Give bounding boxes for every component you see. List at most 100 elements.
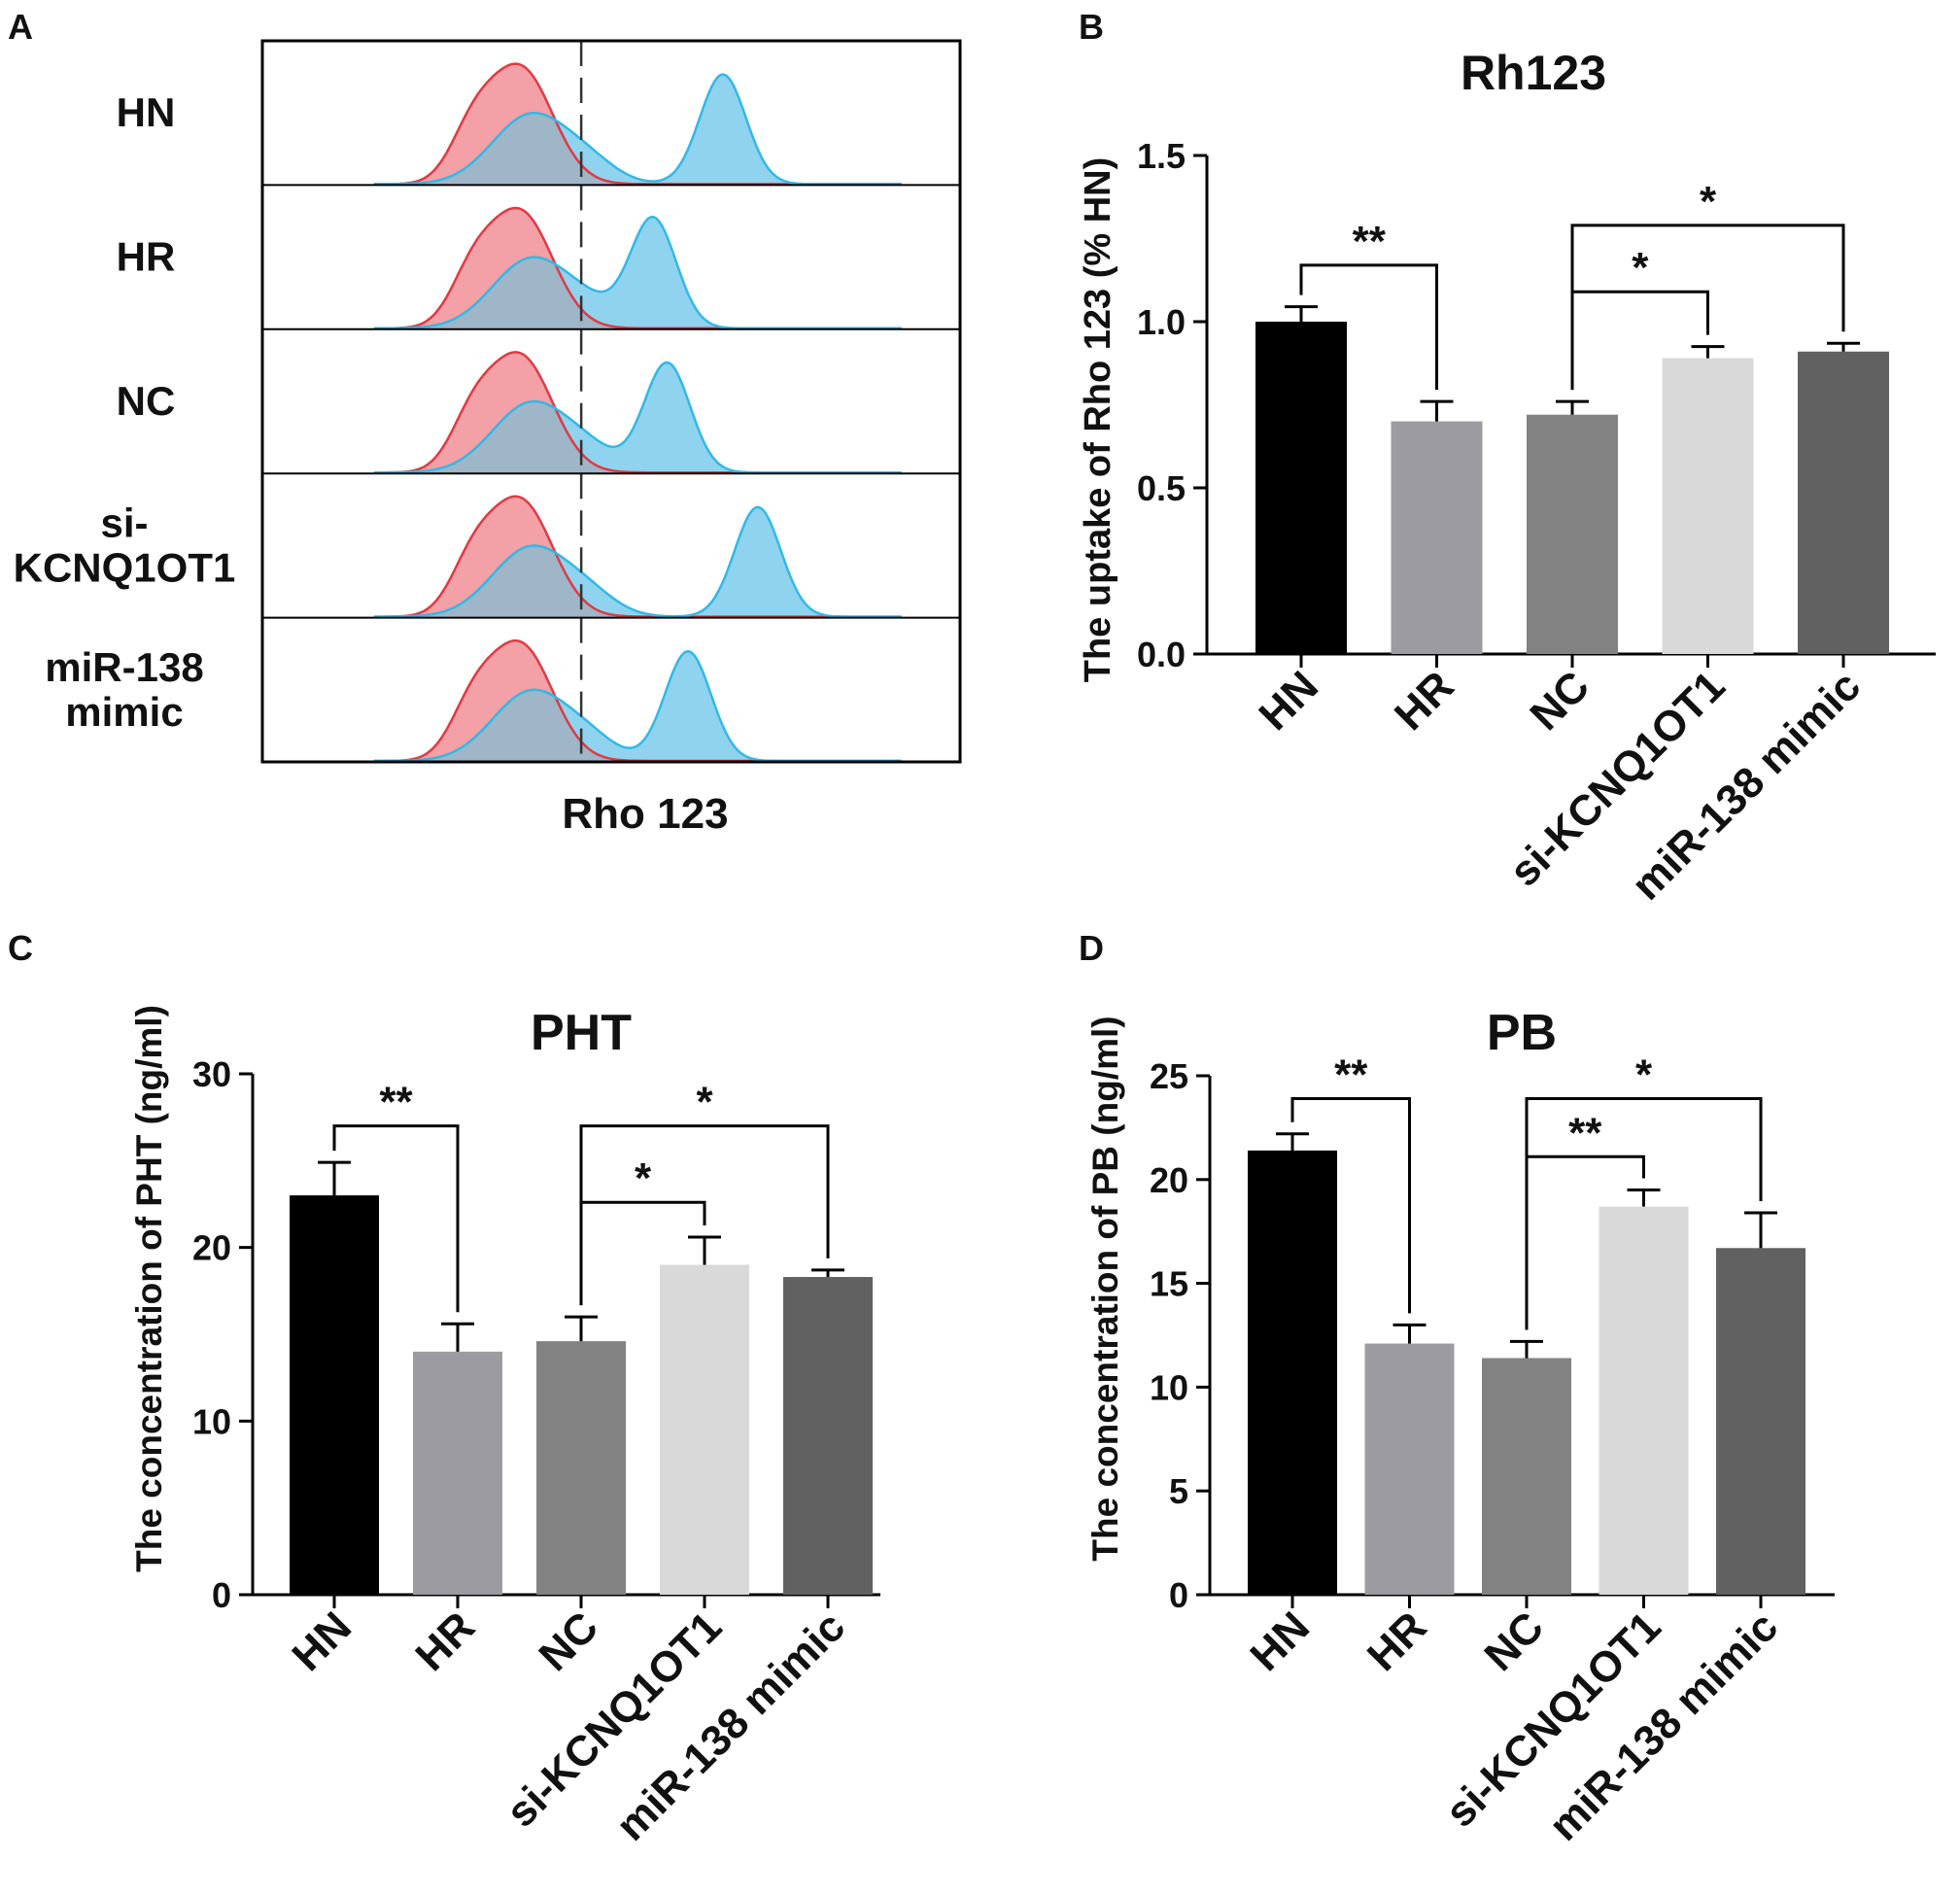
y-tick-label: 20 <box>1150 1160 1188 1200</box>
panel-c-title: PHT <box>531 1005 632 1061</box>
y-tick-label: 1.0 <box>1137 302 1186 342</box>
red-histogram-fill <box>373 63 905 185</box>
x-tick-label: HR <box>1386 662 1463 740</box>
panel-b-ylabel: The uptake of Rho 123 (% HN) <box>1078 157 1118 683</box>
significance-bracket <box>1570 224 1845 391</box>
row-label: NC <box>117 378 176 424</box>
x-tick-label: HR <box>406 1602 484 1680</box>
y-tick-label: 5 <box>1169 1471 1188 1511</box>
x-tick-label: NC <box>1475 1602 1553 1680</box>
x-tick-label: si-KCNQ1OT1 <box>498 1602 731 1836</box>
histogram-row: si-KCNQ1OT1 <box>14 472 960 618</box>
row-label: miR-138 <box>45 644 203 690</box>
x-tick-label: NC <box>530 1602 607 1680</box>
bar <box>1248 1150 1337 1595</box>
significance-bracket <box>579 1124 830 1306</box>
histogram-row: HR <box>117 184 960 330</box>
x-tick-label: miR-138 mimic <box>607 1602 854 1849</box>
bar <box>1662 358 1754 654</box>
bar <box>1482 1358 1571 1595</box>
bar <box>1716 1248 1805 1595</box>
red-histogram-fill <box>373 640 905 761</box>
significance-bracket <box>332 1124 460 1313</box>
y-tick-label: 0.0 <box>1137 635 1186 674</box>
histogram-row: NC <box>117 327 960 474</box>
significance-bracket <box>1525 1097 1763 1330</box>
histogram-frame <box>260 39 962 764</box>
bar <box>783 1277 873 1595</box>
x-tick-label: HN <box>1241 1602 1319 1680</box>
significance-label: ** <box>1334 1051 1368 1098</box>
blue-histogram-line <box>373 505 902 618</box>
bar <box>1527 414 1618 654</box>
panel-d-chart: D PB The concentration of PB (ng/ml) 0 5 1… <box>1079 928 1835 1850</box>
bar <box>536 1341 626 1595</box>
x-tick-label: NC <box>1521 662 1599 740</box>
significance-label: * <box>1632 244 1649 292</box>
overlap-fill <box>373 689 905 761</box>
significance-label: * <box>635 1154 652 1202</box>
blue-histogram-line <box>373 73 902 186</box>
x-tick-label: si-KCNQ1OT1 <box>1436 1602 1669 1836</box>
panel-c-chart: C PHT The concentration of PHT (ng/ml) 0… <box>8 928 880 1850</box>
bar <box>290 1195 379 1595</box>
significance-label: * <box>1700 178 1717 225</box>
significance-label: ** <box>1568 1109 1602 1156</box>
red-histogram-fill <box>373 496 905 617</box>
row-label: mimic <box>65 689 183 735</box>
row-label: HR <box>117 234 176 280</box>
bar <box>660 1264 749 1595</box>
bar <box>1255 322 1347 654</box>
bar <box>1599 1206 1689 1595</box>
row-label: KCNQ1OT1 <box>14 544 236 590</box>
panel-d-letter: D <box>1079 928 1104 968</box>
bar <box>1364 1343 1455 1595</box>
panel-b-chart: B Rh123 The uptake of Rho 123 (% HN) 0.0… <box>1078 7 1936 910</box>
significance-label: ** <box>1353 218 1387 265</box>
y-tick-label: 0 <box>1169 1575 1188 1615</box>
bar <box>1798 351 1889 654</box>
significance-label: ** <box>379 1079 413 1126</box>
y-tick-label: 0 <box>212 1575 231 1615</box>
row-label: si- <box>100 500 148 545</box>
x-tick-label: HN <box>1250 662 1327 740</box>
overlap-fill <box>373 113 905 185</box>
y-tick-label: 10 <box>1150 1367 1188 1407</box>
panel-d-ylabel: The concentration of PB (ng/ml) <box>1085 1016 1125 1561</box>
y-tick-label: 20 <box>192 1228 231 1268</box>
significance-label: * <box>1635 1051 1653 1098</box>
panel-c-letter: C <box>8 928 33 968</box>
y-tick-label: 15 <box>1150 1264 1188 1304</box>
overlap-fill <box>373 401 905 473</box>
y-tick-label: 0.5 <box>1137 468 1186 508</box>
significance-label: * <box>696 1079 713 1126</box>
y-tick-label: 1.5 <box>1137 136 1186 176</box>
panel-a-letter: A <box>8 7 33 47</box>
x-tick-label: miR-138 mimic <box>1623 662 1870 909</box>
row-label: HN <box>117 89 176 135</box>
significance-bracket <box>1299 263 1438 391</box>
x-tick-label: HN <box>283 1602 361 1680</box>
y-tick-label: 25 <box>1150 1056 1188 1096</box>
panel-c-ylabel: The concentration of PHT (ng/ml) <box>129 1005 169 1572</box>
overlap-fill <box>373 545 905 617</box>
bar <box>1391 421 1483 654</box>
y-tick-label: 10 <box>192 1401 231 1441</box>
panel-b-title: Rh123 <box>1461 46 1606 100</box>
y-tick-label: 30 <box>192 1054 231 1094</box>
significance-bracket <box>1290 1097 1411 1314</box>
bar <box>413 1351 502 1595</box>
x-tick-label: HR <box>1358 1602 1436 1680</box>
panel-a-xlabel: Rho 123 <box>562 790 728 838</box>
panel-b-letter: B <box>1079 7 1104 47</box>
histogram-row: HN <box>117 41 905 186</box>
panel-d-title: PB <box>1487 1005 1557 1061</box>
overlap-fill <box>373 257 905 328</box>
